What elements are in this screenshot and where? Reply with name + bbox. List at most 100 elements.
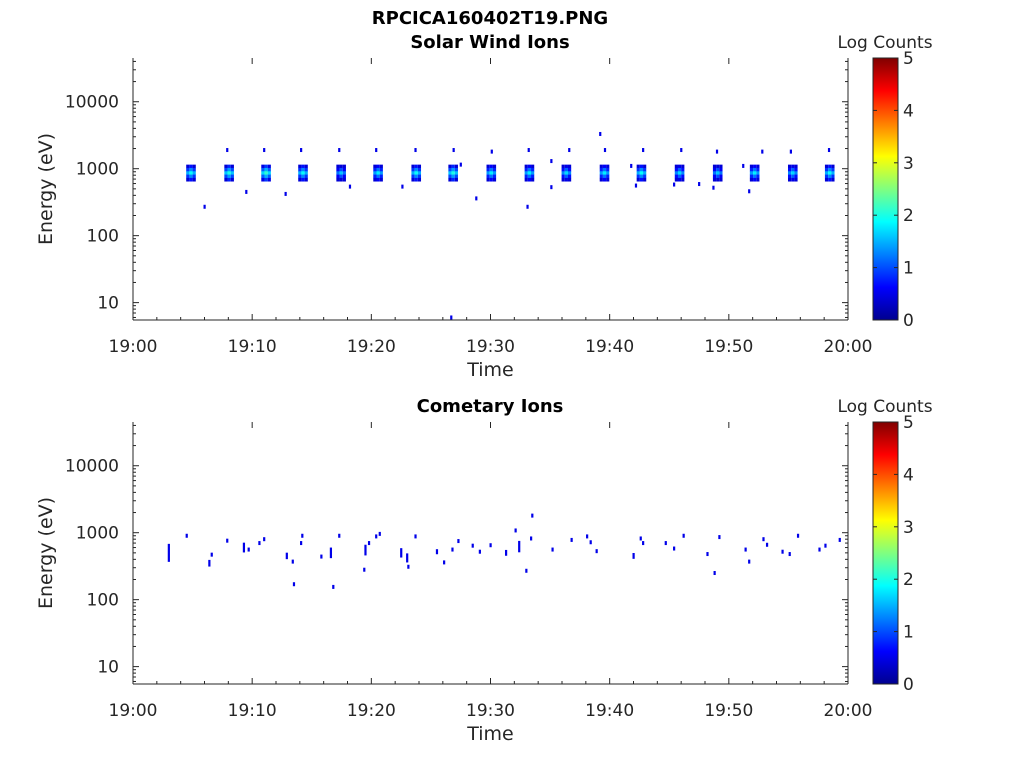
data-cell [376,177,380,182]
data-cell [192,167,196,172]
data-cell [753,164,757,169]
data-cell [564,177,568,182]
data-cell [643,171,647,175]
data-cell [674,174,678,179]
data-point [406,553,409,563]
data-cell [492,177,497,182]
data-point [226,538,229,543]
data-point [401,184,404,189]
data-cell [599,164,603,169]
x-tick-label: 19:00 [109,701,158,721]
data-cell [189,167,193,172]
data-cell [749,164,754,169]
data-point [718,535,721,540]
data-cell [677,167,682,172]
data-cell [828,167,832,172]
data-point [489,543,492,548]
data-point [712,185,715,190]
data-cell [527,164,532,169]
data-cell [753,171,757,175]
data-cell [454,167,458,172]
data-point [514,528,517,533]
data-cell [674,164,678,169]
colorbar-label-1: Log Counts [837,33,932,53]
data-cell [719,174,723,179]
data-point [632,553,635,559]
data-cell [681,174,685,179]
data-cell [373,167,377,172]
x-tick-label: 19:00 [109,337,158,357]
data-cell [527,174,532,179]
data-cell [567,164,572,169]
data-cell [267,174,271,179]
data-cell [454,164,458,169]
data-cell [230,167,234,172]
data-cell [414,174,418,179]
y-tick-label: 100 [87,227,119,247]
data-cell [224,171,228,175]
data-point [781,549,784,554]
data-cell [267,164,271,169]
data-cell [301,177,305,182]
data-cell [379,167,383,172]
data-point [414,534,417,539]
data-cell [606,167,610,172]
data-cell [524,174,528,179]
data-cell [531,171,535,175]
colorbar-tick-label: 5 [903,49,914,69]
data-cell [602,177,607,182]
data-cell [831,174,835,179]
data-point [457,539,460,544]
data-cell [567,177,572,182]
data-point [599,131,602,136]
data-cell [298,174,302,179]
data-cell [486,167,490,172]
data-cell [336,177,340,182]
x-tick-label: 19:30 [466,337,515,357]
data-point [550,185,553,190]
data-cell [794,177,798,182]
data-point [367,541,371,546]
data-point [715,149,719,154]
data-cell [448,174,452,179]
data-cell [794,164,798,169]
data-cell [339,171,343,175]
data-cell [567,171,572,175]
y-tick-label: 1000 [76,160,119,180]
data-point [706,552,709,557]
data-cell [643,164,647,169]
data-point [570,537,573,542]
data-point [284,191,287,196]
data-cell [606,164,610,169]
data-cell [674,167,678,172]
data-point [375,534,378,539]
data-cell [791,174,795,179]
data-cell [227,174,231,179]
data-point [263,148,266,153]
data-point [838,537,841,542]
data-cell [602,174,607,179]
data-cell [373,164,377,169]
data-cell [301,167,305,172]
data-point [338,533,341,538]
data-cell [264,174,268,179]
data-cell [756,167,760,172]
data-cell [636,174,640,179]
data-point [210,552,213,557]
data-cell [831,177,835,182]
data-point [765,542,769,547]
data-cell [224,167,228,172]
data-cell [677,177,682,182]
data-point [475,196,478,201]
data-point [301,533,304,538]
data-cell [712,164,717,169]
data-point [639,536,642,541]
data-point [642,541,645,546]
data-point [530,536,533,541]
data-cell [451,177,455,182]
data-cell [339,164,343,169]
data-cell [824,164,829,169]
data-point [568,148,571,153]
data-cell [636,167,640,172]
data-cell [681,167,685,172]
